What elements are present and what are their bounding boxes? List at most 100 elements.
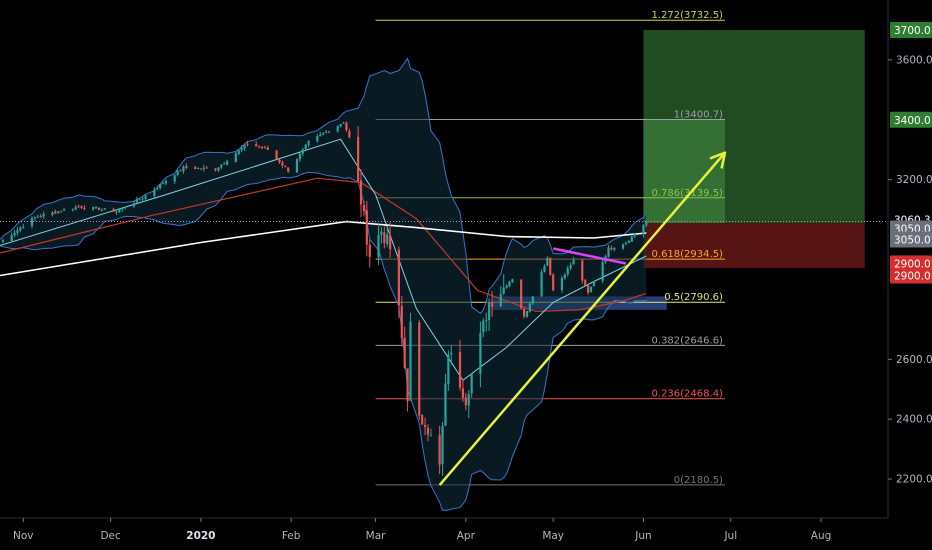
candle-body[interactable] xyxy=(423,425,427,428)
candle-body[interactable] xyxy=(543,266,546,273)
candle-body[interactable] xyxy=(54,211,57,214)
ma-red-line[interactable] xyxy=(0,177,647,313)
candle-body[interactable] xyxy=(57,211,60,214)
candle-body[interactable] xyxy=(525,310,529,318)
candle-body[interactable] xyxy=(572,259,575,265)
candle-body[interactable] xyxy=(74,207,77,210)
candle-body[interactable] xyxy=(549,257,552,276)
candle-body[interactable] xyxy=(255,144,258,147)
candle-body[interactable] xyxy=(584,279,587,286)
candle-body[interactable] xyxy=(380,231,383,235)
candle-body[interactable] xyxy=(220,164,223,168)
candle-body[interactable] xyxy=(540,272,543,296)
candle-body[interactable] xyxy=(450,352,453,355)
candle-body[interactable] xyxy=(179,170,182,172)
candle-body[interactable] xyxy=(458,352,462,388)
candle-body[interactable] xyxy=(71,209,74,211)
candle-body[interactable] xyxy=(30,218,34,226)
price-badge[interactable] xyxy=(890,267,932,284)
candle-body[interactable] xyxy=(36,216,39,218)
candle-body[interactable] xyxy=(13,232,16,236)
candle-body[interactable] xyxy=(263,147,267,149)
candle-body[interactable] xyxy=(377,235,380,258)
candle-body[interactable] xyxy=(368,244,371,257)
candle-body[interactable] xyxy=(566,268,569,275)
candle-body[interactable] xyxy=(121,207,124,210)
candle-body[interactable] xyxy=(199,168,202,170)
candle-body[interactable] xyxy=(621,244,625,249)
candle-body[interactable] xyxy=(499,294,502,307)
candle-body[interactable] xyxy=(421,414,424,425)
candle-body[interactable] xyxy=(103,208,106,210)
bollinger-lower-line[interactable] xyxy=(0,171,647,512)
candle-body[interactable] xyxy=(94,207,98,209)
candle-body[interactable] xyxy=(159,183,162,188)
candle-body[interactable] xyxy=(80,206,83,208)
candle-body[interactable] xyxy=(461,388,465,398)
candle-body[interactable] xyxy=(153,189,156,196)
candle-body[interactable] xyxy=(258,146,261,148)
candle-body[interactable] xyxy=(275,150,278,159)
candle-body[interactable] xyxy=(161,183,165,185)
candle-body[interactable] xyxy=(284,166,287,168)
candle-body[interactable] xyxy=(383,232,386,244)
candle-body[interactable] xyxy=(441,426,444,464)
candle-body[interactable] xyxy=(589,286,593,293)
trendline-arrow[interactable] xyxy=(438,151,726,486)
candle-body[interactable] xyxy=(287,167,290,172)
candle-body[interactable] xyxy=(237,150,240,154)
candle-body[interactable] xyxy=(173,175,176,182)
candle-body[interactable] xyxy=(298,153,301,160)
candle-body[interactable] xyxy=(266,147,269,150)
candle-body[interactable] xyxy=(182,166,185,172)
candle-body[interactable] xyxy=(322,133,325,135)
candle-body[interactable] xyxy=(560,277,564,290)
candle-body[interactable] xyxy=(613,247,616,250)
candle-body[interactable] xyxy=(51,212,54,215)
candle-body[interactable] xyxy=(359,180,363,205)
candle-body[interactable] xyxy=(522,308,526,317)
candle-body[interactable] xyxy=(444,383,447,426)
candle-body[interactable] xyxy=(10,235,13,241)
bollinger-upper-line[interactable] xyxy=(0,57,647,314)
candle-body[interactable] xyxy=(135,199,138,203)
candle-body[interactable] xyxy=(502,287,505,294)
candle-body[interactable] xyxy=(304,144,307,149)
candle-body[interactable] xyxy=(217,167,220,171)
candle-body[interactable] xyxy=(196,168,200,170)
candle-body[interactable] xyxy=(642,224,645,235)
candle-body[interactable] xyxy=(552,274,555,291)
candle-body[interactable] xyxy=(301,149,304,154)
candle-body[interactable] xyxy=(295,159,299,173)
candle-body[interactable] xyxy=(156,187,159,190)
zone-target-inner[interactable] xyxy=(643,119,725,224)
candle-body[interactable] xyxy=(464,397,467,406)
candle-body[interactable] xyxy=(205,167,208,169)
candle-body[interactable] xyxy=(490,302,494,307)
candle-body[interactable] xyxy=(409,321,412,401)
price-badge[interactable] xyxy=(890,231,932,248)
candle-body[interactable] xyxy=(138,199,141,201)
candle-body[interactable] xyxy=(592,281,596,287)
candle-body[interactable] xyxy=(357,136,360,181)
candle-body[interactable] xyxy=(97,207,101,211)
candle-body[interactable] xyxy=(327,131,331,133)
candle-body[interactable] xyxy=(164,180,168,184)
candle-body[interactable] xyxy=(124,207,127,209)
candle-body[interactable] xyxy=(365,210,368,245)
candle-body[interactable] xyxy=(243,144,246,149)
candle-body[interactable] xyxy=(144,195,147,199)
candle-body[interactable] xyxy=(77,206,80,208)
candle-body[interactable] xyxy=(92,207,95,210)
candle-body[interactable] xyxy=(345,122,348,131)
candle-body[interactable] xyxy=(342,122,345,124)
candle-body[interactable] xyxy=(447,354,450,385)
candle-body[interactable] xyxy=(112,208,115,212)
candle-body[interactable] xyxy=(185,166,188,168)
candle-body[interactable] xyxy=(348,130,351,138)
candle-body[interactable] xyxy=(83,208,86,210)
candle-body[interactable] xyxy=(193,167,197,170)
candle-body[interactable] xyxy=(520,279,523,309)
candle-body[interactable] xyxy=(234,153,237,163)
candle-body[interactable] xyxy=(141,198,144,200)
